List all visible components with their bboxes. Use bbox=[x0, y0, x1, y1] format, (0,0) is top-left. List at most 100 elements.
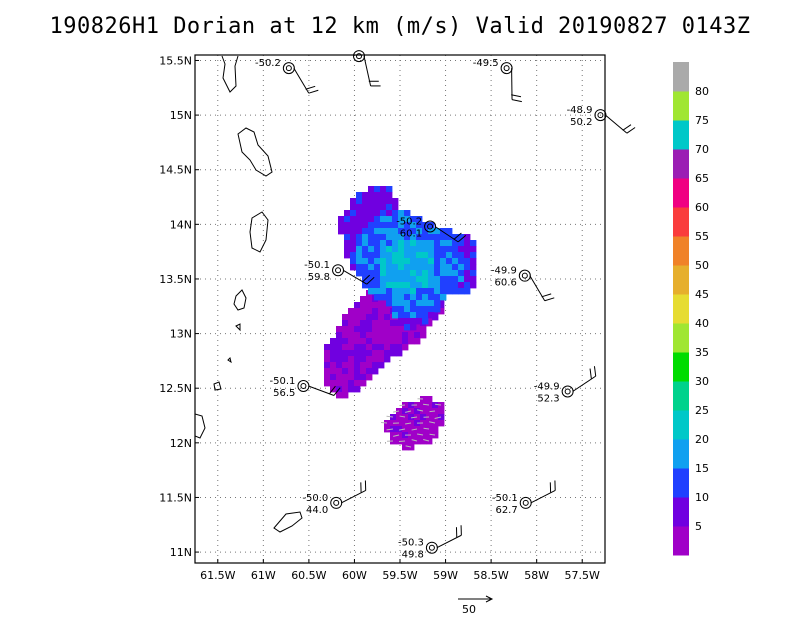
wind-cell bbox=[392, 264, 399, 271]
wind-cell bbox=[354, 356, 361, 363]
wind-cell bbox=[438, 402, 445, 409]
wind-cell bbox=[414, 414, 421, 421]
wind-cell bbox=[422, 276, 429, 283]
wind-cell bbox=[380, 246, 387, 253]
wind-cell bbox=[402, 338, 409, 345]
wind-cell bbox=[464, 264, 471, 271]
wind-cell bbox=[386, 204, 393, 211]
wind-cell bbox=[422, 246, 429, 253]
wind-cell bbox=[440, 270, 447, 277]
wind-cell bbox=[378, 314, 385, 321]
lon-tick-label: 61W bbox=[251, 569, 276, 582]
wind-cell bbox=[398, 294, 405, 301]
wind-cell bbox=[360, 344, 367, 351]
wind-cell bbox=[452, 264, 459, 271]
barb-flag bbox=[511, 94, 522, 98]
colorbar-label: 80 bbox=[695, 85, 709, 98]
wind-cell bbox=[324, 356, 331, 363]
colorbar-segment bbox=[673, 381, 689, 411]
wind-cell bbox=[446, 246, 453, 253]
wind-cell bbox=[330, 350, 337, 357]
wind-vector bbox=[423, 439, 430, 442]
wind-cell bbox=[356, 234, 363, 241]
wind-cell bbox=[336, 374, 343, 381]
wind-cell bbox=[452, 240, 459, 247]
wind-cell bbox=[386, 294, 393, 301]
wind-cell bbox=[420, 402, 427, 409]
wind-cell bbox=[348, 362, 355, 369]
wind-cell bbox=[434, 306, 441, 313]
wind-cell bbox=[350, 198, 357, 205]
sonde-top-value: -50.1 bbox=[304, 260, 330, 271]
wind-cell bbox=[416, 252, 423, 259]
wind-cell bbox=[404, 246, 411, 253]
wind-cell bbox=[390, 414, 397, 421]
wind-cell bbox=[392, 234, 399, 241]
reference-vector-label: 50 bbox=[462, 603, 476, 616]
wind-cell bbox=[402, 332, 409, 339]
wind-cell bbox=[360, 308, 367, 315]
island-outline bbox=[237, 127, 273, 177]
wind-cell bbox=[350, 240, 357, 247]
wind-cell bbox=[362, 222, 369, 229]
wind-cell bbox=[410, 234, 417, 241]
sonde-top-value: -50.2 bbox=[255, 58, 281, 69]
wind-cell bbox=[432, 402, 439, 409]
colorbar-label: 10 bbox=[695, 491, 709, 504]
sonde-top-value: -50.3 bbox=[398, 538, 424, 549]
wind-cell bbox=[398, 276, 405, 283]
wind-cell bbox=[336, 368, 343, 375]
wind-cell bbox=[342, 356, 349, 363]
wind-cell bbox=[330, 356, 337, 363]
wind-cell bbox=[404, 252, 411, 259]
wind-cell bbox=[324, 350, 331, 357]
wind-cell bbox=[368, 270, 375, 277]
wind-cell bbox=[396, 426, 403, 433]
wind-cell bbox=[398, 300, 405, 307]
wind-cell bbox=[390, 326, 397, 333]
wind-cell bbox=[360, 350, 367, 357]
wind-cell bbox=[324, 374, 331, 381]
wind-cell bbox=[374, 228, 381, 235]
colorbar-segment bbox=[673, 149, 689, 179]
colorbar-label: 5 bbox=[695, 520, 702, 533]
sonde-dot bbox=[597, 112, 604, 119]
wind-cell bbox=[426, 414, 433, 421]
wind-vector bbox=[399, 428, 406, 431]
wind-cell bbox=[354, 302, 361, 309]
wind-cell bbox=[356, 210, 363, 217]
sonde-dot bbox=[428, 544, 435, 551]
wind-cell bbox=[404, 228, 411, 235]
sonde-bottom-value: 44.0 bbox=[306, 505, 328, 516]
wind-cell bbox=[408, 338, 415, 345]
wind-cell bbox=[398, 270, 405, 277]
wind-cell bbox=[368, 228, 375, 235]
wind-cell bbox=[366, 368, 373, 375]
dropsonde: -50.044.0 bbox=[302, 480, 367, 516]
wind-cell bbox=[422, 270, 429, 277]
wind-cell bbox=[416, 240, 423, 247]
wind-cell bbox=[432, 426, 439, 433]
dropsonde bbox=[353, 50, 381, 87]
wind-cell bbox=[402, 344, 409, 351]
colorbar-label: 55 bbox=[695, 230, 709, 243]
wind-cell bbox=[426, 408, 433, 415]
wind-cell bbox=[374, 240, 381, 247]
wind-cell bbox=[440, 234, 447, 241]
barb-flag bbox=[305, 85, 316, 90]
wind-cell bbox=[360, 368, 367, 375]
wind-cell bbox=[434, 228, 441, 235]
wind-cell bbox=[362, 258, 369, 265]
wind-cell bbox=[404, 240, 411, 247]
wind-cell bbox=[386, 270, 393, 277]
wind-cell bbox=[330, 362, 337, 369]
wind-vector bbox=[393, 410, 400, 413]
wind-cell bbox=[356, 204, 363, 211]
wind-cell bbox=[378, 320, 385, 327]
colorbar-segment bbox=[673, 526, 689, 556]
wind-cell bbox=[398, 240, 405, 247]
barb-flag bbox=[328, 385, 336, 395]
wind-cell bbox=[386, 216, 393, 223]
wind-cell bbox=[380, 288, 387, 295]
wind-cell bbox=[380, 216, 387, 223]
